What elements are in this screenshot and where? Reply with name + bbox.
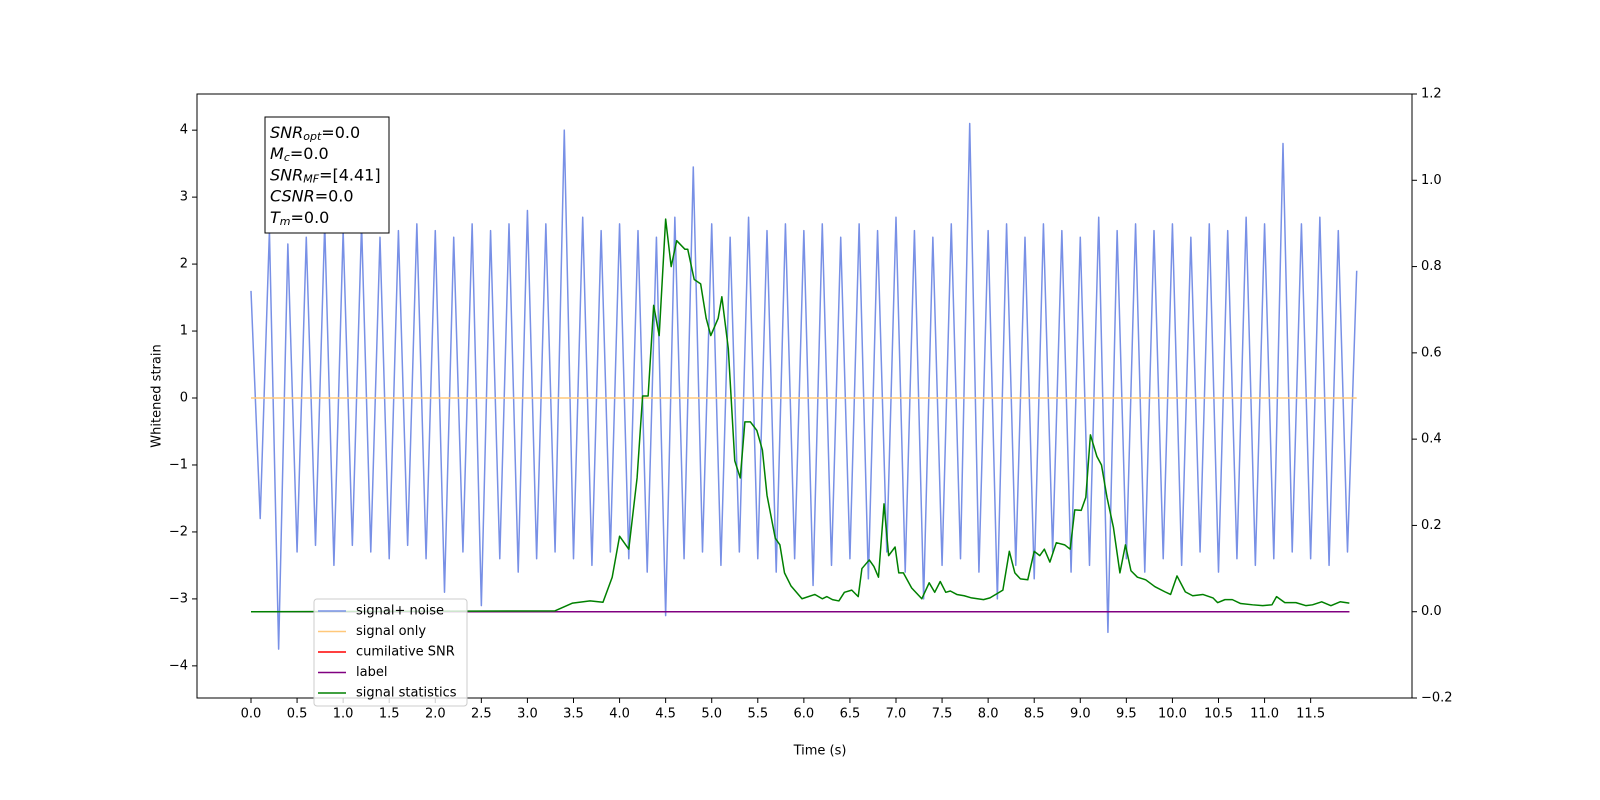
legend: signal+ noise signal only cumilative SNR la… [313,598,468,707]
y2-tick-label: −0.2 [1421,691,1453,706]
annotation-after: =0.0 [291,207,330,226]
y-tick-label: 2 [180,257,188,272]
y-tick-label: −4 [169,658,188,673]
y-tick-label: 1 [180,324,188,339]
annotation-after: =[4.41] [319,165,381,184]
x-tick-label: 4.0 [609,707,630,722]
x-tick-label: 6.5 [840,707,861,722]
x-tick-label: 8.5 [1024,707,1045,722]
y-tick-label: −3 [169,591,188,606]
annotation-after: =0.0 [290,144,329,163]
annotation-text: SNR [270,123,303,142]
annotation-after: =0.0 [315,186,354,205]
annotation-sub: c [284,151,290,164]
x-tick-label: 7.0 [886,707,907,722]
annotation-after: =0.0 [321,123,360,142]
series-line [250,218,1350,613]
x-axis-label: Time (s) [793,744,847,759]
annotation: SNRopt=0.0Mc=0.0SNRMF=[4.41]CSNR=0.0Tm=0… [264,116,390,234]
series-line [250,122,1358,650]
x-tick-label: 11.0 [1250,707,1279,722]
y-tick-label: 0 [180,391,188,406]
x-tick-label: 1.0 [333,707,354,722]
annotation-box [264,116,390,234]
y2-tick-label: 1.0 [1421,173,1442,188]
annotation-sub: opt [303,130,322,143]
annotation-text: CSNR [270,186,315,205]
legend-label: signal+ noise [356,604,444,619]
annotation-text: T [270,207,281,226]
x-tick-label: 4.5 [655,707,676,722]
y2-tick-label: 0.4 [1421,432,1442,447]
y-axis-label: Whitened strain [150,344,165,447]
x-tick-label: 6.0 [794,707,815,722]
y2-tick-label: 0.2 [1421,518,1442,533]
x-tick-label: 9.5 [1116,707,1137,722]
x-tick-label: 5.5 [747,707,768,722]
y2-tick-label: 0.8 [1421,259,1442,274]
x-tick-label: 1.5 [379,707,400,722]
y-tick-label: 3 [180,190,188,205]
legend-box [313,598,468,707]
x-tick-label: 10.0 [1158,707,1187,722]
y-tick-label: 4 [180,123,188,138]
x-tick-label: 5.0 [701,707,722,722]
x-tick-label: 11.5 [1296,707,1325,722]
legend-label: signal statistics [356,686,457,701]
annotation-sub: m [280,215,291,228]
annotation-line: Mc=0.0 [270,144,329,165]
y2-tick-label: 1.2 [1421,87,1442,102]
annotation-sub: MF [303,172,319,185]
x-tick-label: 0.5 [287,707,308,722]
annotation-line: SNRMF=[4.41] [270,165,381,186]
x-tick-label: 10.5 [1204,707,1233,722]
y-tick-label: −2 [169,524,188,539]
x-tick-label: 0.0 [241,707,262,722]
x-tick-label: 3.0 [517,707,538,722]
legend-label: label [356,665,387,680]
y2-tick-label: 0.6 [1421,345,1442,360]
x-tick-label: 8.0 [978,707,999,722]
annotation-line: SNRopt=0.0 [270,123,360,144]
annotation-line: CSNR=0.0 [270,186,354,205]
annotation-line: Tm=0.0 [270,207,329,228]
annotation-text: M [270,144,284,163]
y-tick-label: −1 [169,457,188,472]
legend-label: signal only [356,624,426,639]
x-tick-label: 7.5 [932,707,953,722]
annotation-text: SNR [270,165,303,184]
plot-frame [196,93,1413,699]
x-tick-label: 2.5 [471,707,492,722]
x-tick-label: 9.0 [1070,707,1091,722]
legend-label: cumilative SNR [356,645,455,660]
y2-tick-label: 0.0 [1421,604,1442,619]
x-tick-label: 3.5 [563,707,584,722]
x-tick-label: 2.0 [425,707,446,722]
